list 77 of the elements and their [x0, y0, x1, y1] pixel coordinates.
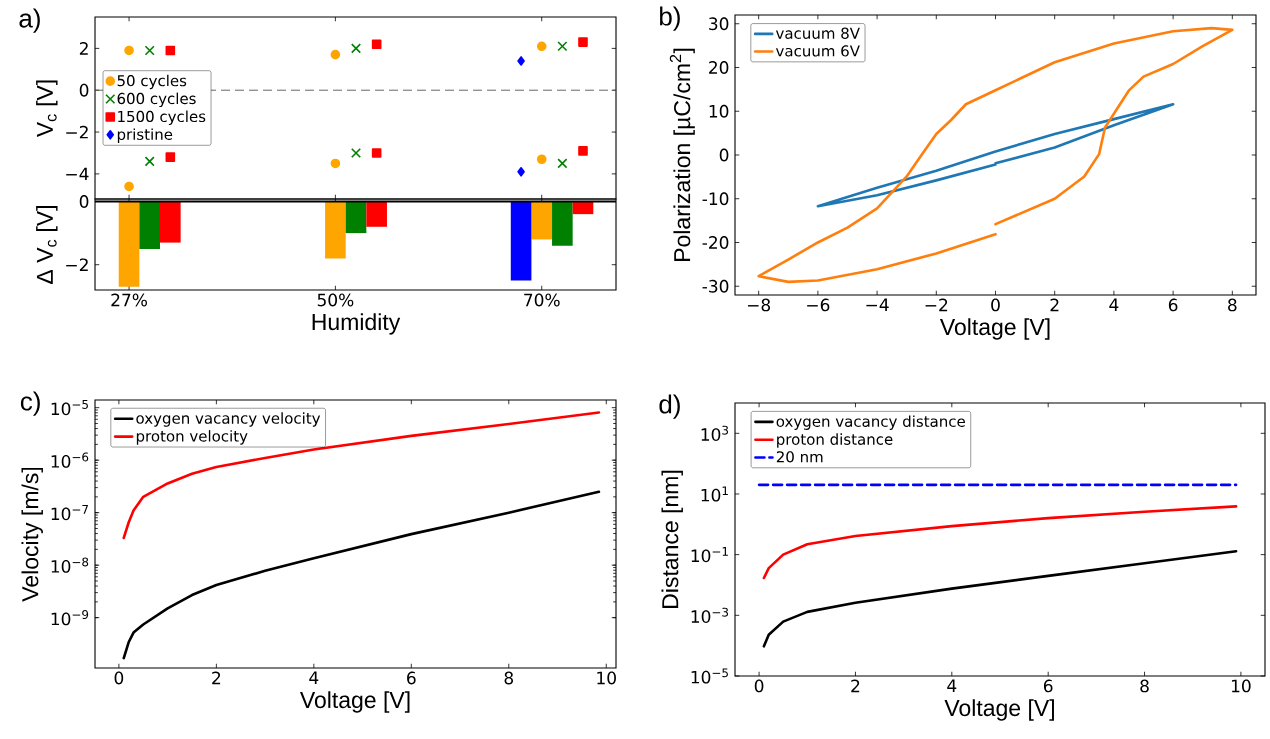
x-axis-title: Voltage [V]	[944, 699, 1054, 721]
x-tick-label: 0	[114, 671, 124, 685]
y-tick-label: 10$^{−5}$	[691, 668, 728, 684]
legend-label: oxygen vacancy distance	[776, 415, 965, 430]
legend-label: 600 cycles	[117, 92, 196, 108]
text: d)	[659, 394, 680, 419]
x-tick-label: 6	[1168, 298, 1178, 312]
y-axis-title: Polarization [µC/cm$^{2}$]	[669, 48, 695, 261]
line-series	[757, 26, 1234, 284]
legend-label: vacuum 6V	[775, 45, 860, 57]
x-tick-label: 4	[1109, 298, 1119, 311]
x-tick-label: 27%	[111, 293, 147, 307]
x-tick-label: 4	[309, 671, 319, 684]
x-tick-label: 0	[754, 679, 764, 693]
y-tick-label: 0	[79, 195, 89, 208]
y-tick-label: 10$^{−1}$	[691, 547, 728, 563]
line-series	[122, 490, 601, 660]
y-tick-label: -30	[702, 279, 729, 293]
x-tick-label: 0	[991, 298, 1000, 312]
line-series	[762, 505, 1238, 580]
legend-label: 50 cycles	[117, 74, 187, 90]
x-tick-label: 10	[1231, 679, 1251, 693]
y-tick-label: 10	[709, 104, 729, 118]
text: c)	[20, 391, 40, 416]
x-tick-label: −2	[925, 298, 948, 312]
x-axis-title: Humidity	[312, 313, 401, 335]
y-tick-label: 10$^{−6}$	[51, 452, 89, 468]
x-tick-label: 6	[407, 671, 416, 685]
y-tick-label: 10$^{−8}$	[51, 557, 89, 573]
y-tick-label: −2	[66, 258, 88, 272]
x-tick-label: −8	[747, 298, 771, 312]
y-tick-label: −4	[66, 167, 89, 181]
legend-label: proton velocity	[136, 430, 248, 445]
legend-label: 1500 cycles	[118, 110, 206, 126]
line-series	[762, 549, 1238, 648]
x-tick-label: 6	[1043, 679, 1053, 693]
x-tick-label: 50%	[317, 293, 354, 307]
y-tick-label: 30	[709, 17, 729, 31]
x-tick-label: 8	[504, 671, 514, 685]
legend-label: vacuum 8V	[775, 27, 860, 39]
x-tick-label: 70%	[524, 293, 560, 307]
y-axis-title: V$_{c}$ [V]	[36, 80, 58, 138]
x-tick-label: 8	[1228, 298, 1237, 312]
x-tick-label: 4	[947, 679, 957, 692]
x-tick-label: 8	[1140, 679, 1149, 693]
x-tick-label: 2	[212, 671, 221, 685]
x-tick-label: −4	[866, 298, 889, 311]
legend-label: proton distance	[777, 433, 893, 448]
y-tick-label: 10$^{−5}$	[51, 400, 88, 416]
y-tick-label: -20	[702, 236, 729, 249]
y-tick-label: 10$^{−9}$	[51, 610, 89, 626]
x-axis-title: Voltage [V]	[299, 691, 410, 713]
y-tick-label: 10$^{−7}$	[51, 505, 88, 521]
y-tick-label: 10$^{1}$	[701, 486, 728, 502]
line-series	[816, 102, 1175, 208]
x-tick-label: −6	[807, 298, 830, 312]
x-axis-title: Voltage [V]	[939, 318, 1050, 340]
x-tick-label: 2	[1050, 298, 1059, 312]
legend-label: 20 nm	[776, 451, 823, 463]
legend-label: oxygen vacancy velocity	[136, 412, 321, 427]
y-axis-title: Velocity [m/s]	[21, 467, 43, 602]
y-tick-label: 10$^{3}$	[701, 425, 729, 441]
text: b)	[660, 6, 680, 31]
y-tick-label: 20	[709, 61, 729, 74]
x-tick-label: 2	[851, 679, 860, 693]
y-tick-label: −2	[66, 125, 88, 139]
y-tick-label: 0	[719, 148, 729, 162]
y-tick-label: 2	[79, 42, 88, 55]
legend-label: pristine	[117, 128, 173, 143]
y-tick-label: 10$^{−3}$	[691, 607, 729, 623]
line-series	[122, 411, 601, 540]
y-tick-label: 0	[79, 83, 89, 97]
y-axis-title: Distance [nm]	[661, 470, 683, 608]
x-tick-label: 10	[597, 671, 616, 685]
y-axis-title: Δ V$_{c}$ [V]	[36, 206, 58, 284]
text: a)	[19, 8, 40, 33]
y-tick-label: -10	[702, 192, 729, 206]
